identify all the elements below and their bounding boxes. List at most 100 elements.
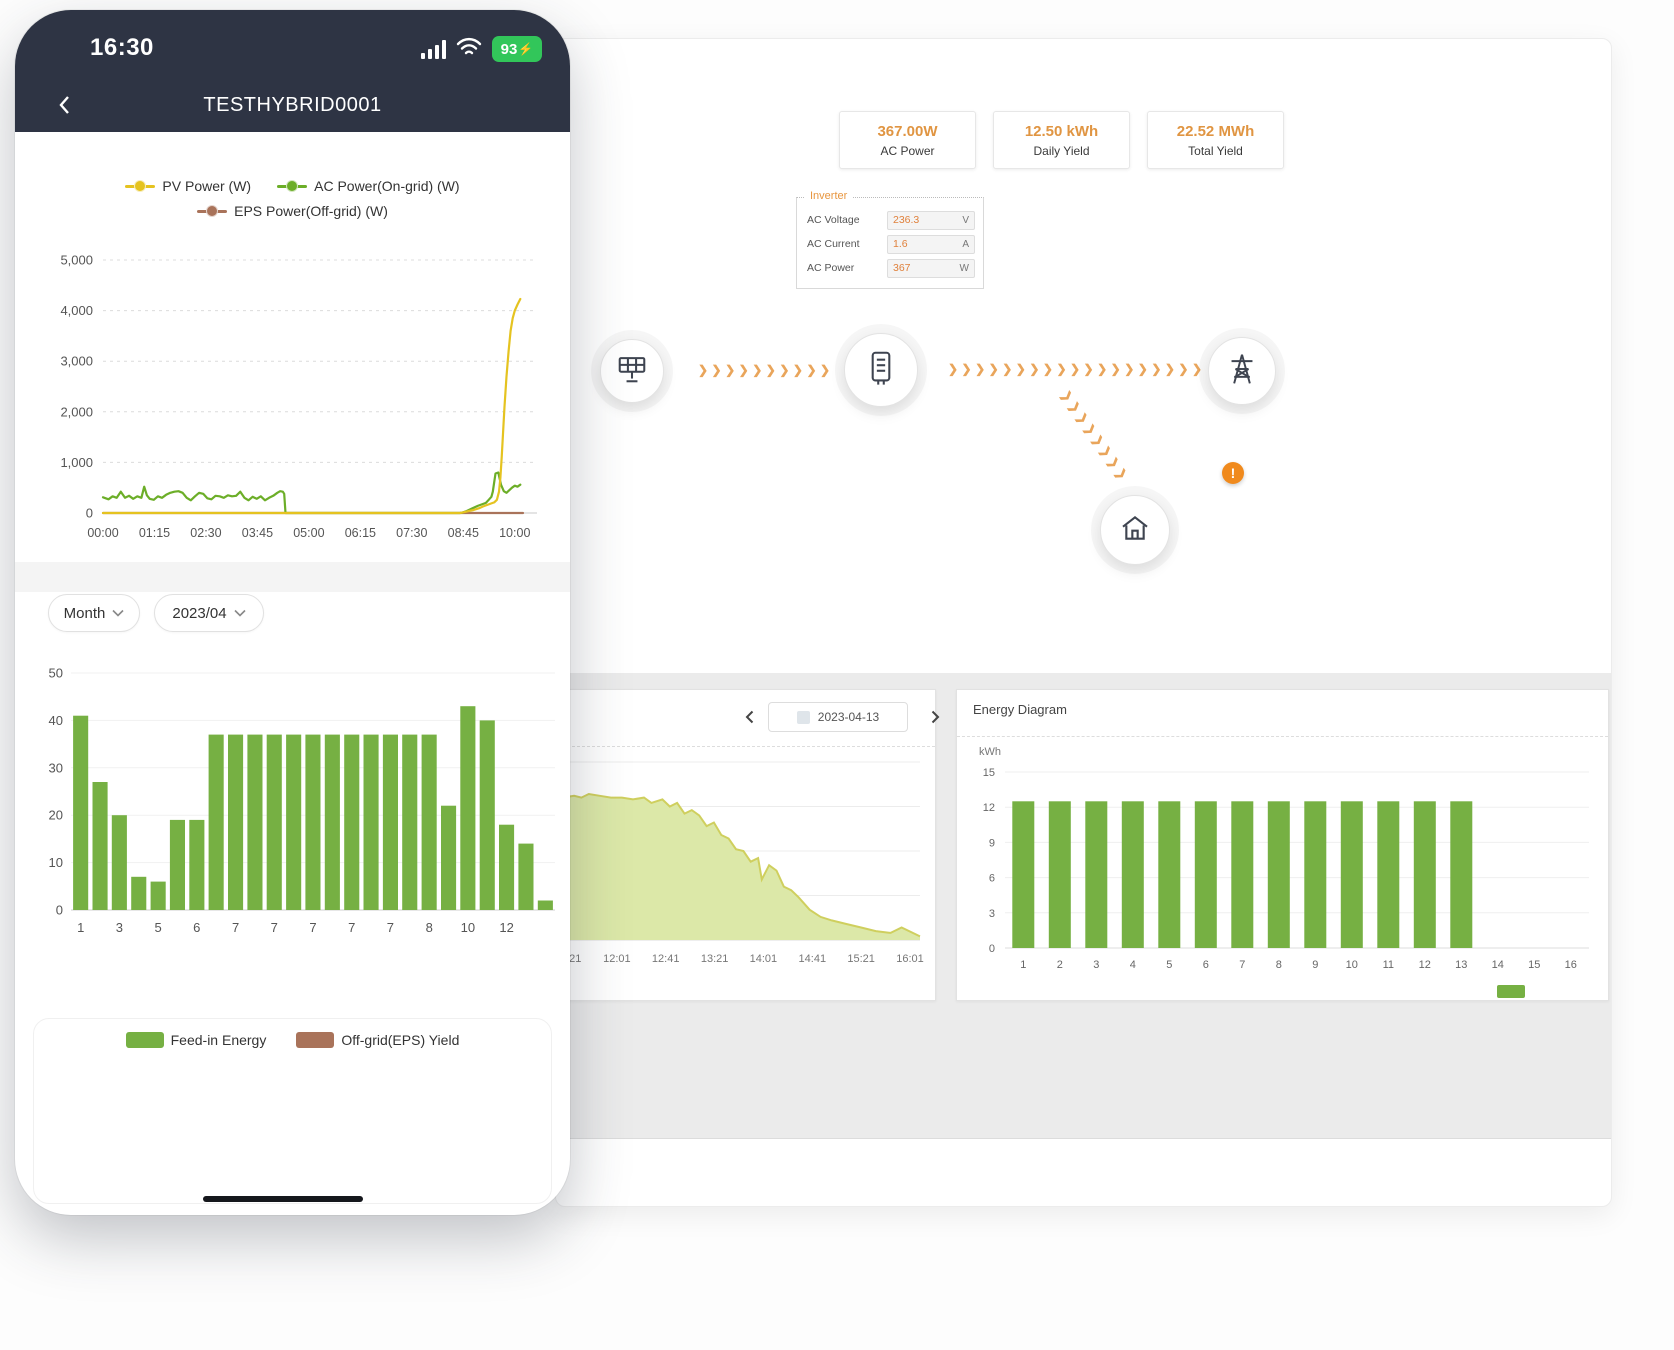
svg-text:15: 15 bbox=[1528, 959, 1540, 971]
legend-label: EPS Power(Off-grid) (W) bbox=[234, 203, 388, 219]
legend-label: AC Power(On-grid) (W) bbox=[314, 178, 460, 194]
inverter-panel: Inverter AC Voltage 236.3 V AC Current 1.… bbox=[796, 190, 984, 289]
solar-panel-icon bbox=[615, 354, 649, 389]
inverter-row: AC Current 1.6 A bbox=[807, 232, 975, 256]
inverter-row-label: AC Voltage bbox=[807, 214, 860, 226]
inverter-unit: W bbox=[959, 262, 969, 274]
inverter-value: 367 bbox=[893, 262, 911, 274]
charging-bolt-icon: ⚡ bbox=[518, 42, 534, 56]
svg-text:4: 4 bbox=[1130, 959, 1136, 971]
back-button[interactable] bbox=[49, 90, 79, 120]
svg-text:10: 10 bbox=[1346, 959, 1358, 971]
svg-text:6: 6 bbox=[989, 873, 995, 885]
svg-text:00:00: 00:00 bbox=[87, 526, 118, 540]
inverter-unit: V bbox=[962, 214, 969, 226]
legend-item[interactable]: PV Power (W) bbox=[125, 178, 251, 194]
home-indicator[interactable] bbox=[203, 1196, 363, 1202]
svg-text:5: 5 bbox=[154, 920, 161, 935]
date-input[interactable]: 2023-04-13 bbox=[768, 702, 908, 732]
svg-text:1: 1 bbox=[1020, 959, 1026, 971]
svg-text:14: 14 bbox=[1492, 959, 1504, 971]
svg-text:7: 7 bbox=[1239, 959, 1245, 971]
flow-arrow-inverter-to-home: ❯❯❯❯❯❯❯❯ bbox=[1058, 387, 1132, 485]
svg-text:10: 10 bbox=[49, 855, 63, 870]
svg-text:6: 6 bbox=[1203, 959, 1209, 971]
calendar-icon bbox=[796, 710, 810, 724]
legend-item[interactable]: Feed-in Energy bbox=[125, 1032, 267, 1048]
svg-text:16:01: 16:01 bbox=[896, 953, 924, 965]
chevron-down-icon bbox=[234, 608, 246, 620]
inverter-row: AC Voltage 236.3 V bbox=[807, 208, 975, 232]
legend-marker bbox=[277, 180, 308, 192]
wifi-icon bbox=[456, 37, 482, 62]
monthly-bar-chart[interactable]: 0 10 20 30 40 50 1 3 5 6 7 7 7 7 7 8 10 12 bbox=[25, 660, 565, 960]
svg-text:03:45: 03:45 bbox=[242, 526, 273, 540]
stat-card: 367.00W AC Power bbox=[839, 111, 976, 169]
svg-text:6: 6 bbox=[193, 920, 200, 935]
legend-marker bbox=[125, 180, 156, 192]
svg-text:10: 10 bbox=[461, 920, 475, 935]
flow-arrow-pv-to-inverter: ❯❯❯❯❯❯❯❯❯❯ bbox=[698, 363, 834, 377]
svg-text:8: 8 bbox=[1276, 959, 1282, 971]
grid-tower-icon bbox=[1226, 352, 1258, 391]
inverter-unit: A bbox=[962, 238, 969, 250]
svg-text:12: 12 bbox=[1419, 959, 1431, 971]
status-time: 16:30 bbox=[90, 34, 154, 61]
stat-cards: 367.00W AC Power 12.50 kWh Daily Yield 22.… bbox=[839, 111, 1439, 171]
legend-swatch bbox=[296, 1032, 335, 1048]
period-select-value: Month bbox=[63, 604, 106, 622]
home-node[interactable] bbox=[1100, 495, 1170, 565]
stat-card: 22.52 MWh Total Yield bbox=[1147, 111, 1284, 169]
legend-item[interactable]: AC Power(On-grid) (W) bbox=[277, 178, 460, 194]
desktop-dashboard-window: 367.00W AC Power 12.50 kWh Daily Yield 22.… bbox=[555, 38, 1612, 1207]
legend-marker bbox=[197, 205, 228, 217]
power-line-chart[interactable]: 0 1,000 2,000 3,000 4,000 5,000 00:00 01:15 02:3… bbox=[25, 248, 565, 554]
svg-text:9: 9 bbox=[989, 837, 995, 849]
inverter-value: 236.3 bbox=[893, 214, 920, 226]
svg-text:0: 0 bbox=[56, 903, 63, 918]
energy-diagram-title: Energy Diagram bbox=[973, 702, 1067, 717]
energy-legend-swatch bbox=[1497, 985, 1525, 998]
date-picker: 2023-04-13 bbox=[556, 700, 939, 736]
cellular-signal-icon bbox=[420, 39, 446, 59]
inverter-rows: AC Voltage 236.3 V AC Current 1.6 A AC Pow… bbox=[807, 208, 975, 280]
legend-item[interactable]: EPS Power(Off-grid) (W) bbox=[197, 203, 388, 219]
date-prev-button[interactable] bbox=[738, 706, 760, 728]
warning-icon[interactable]: ! bbox=[1222, 462, 1244, 484]
legend-item[interactable]: Off-grid(EPS) Yield bbox=[296, 1032, 459, 1048]
svg-text:7: 7 bbox=[309, 920, 316, 935]
period-select[interactable]: Month bbox=[48, 594, 140, 632]
svg-text:3: 3 bbox=[116, 920, 123, 935]
svg-text:3,000: 3,000 bbox=[60, 354, 93, 369]
svg-text:5,000: 5,000 bbox=[60, 253, 93, 268]
svg-text:7: 7 bbox=[232, 920, 239, 935]
svg-text:05:00: 05:00 bbox=[293, 526, 324, 540]
stat-label: Total Yield bbox=[1188, 143, 1243, 158]
legend-swatch bbox=[125, 1032, 164, 1048]
battery-icon: 93 ⚡ bbox=[492, 36, 542, 62]
svg-text:2: 2 bbox=[1057, 959, 1063, 971]
svg-text:5: 5 bbox=[1166, 959, 1172, 971]
stat-value: 22.52 MWh bbox=[1176, 122, 1255, 140]
svg-text:20: 20 bbox=[49, 808, 63, 823]
stat-label: AC Power bbox=[880, 143, 935, 158]
month-select[interactable]: 2023/04 bbox=[154, 594, 264, 632]
inverter-node[interactable] bbox=[844, 333, 918, 407]
svg-text:01:15: 01:15 bbox=[139, 526, 170, 540]
chevron-down-icon bbox=[112, 608, 124, 620]
svg-text:11: 11 bbox=[1383, 959, 1394, 971]
y-axis-unit-label: kWh bbox=[979, 746, 1001, 758]
date-next-button[interactable] bbox=[924, 706, 946, 728]
legend-label: Feed-in Energy bbox=[170, 1032, 267, 1048]
solar-panel-node[interactable] bbox=[600, 339, 664, 403]
date-value: 2023-04-13 bbox=[817, 710, 880, 724]
svg-text:9: 9 bbox=[1312, 959, 1318, 971]
inverter-value-box: 367 W bbox=[887, 258, 975, 278]
svg-text:3: 3 bbox=[1093, 959, 1099, 971]
grid-node[interactable] bbox=[1208, 337, 1276, 405]
svg-text:3: 3 bbox=[989, 908, 995, 920]
svg-text:40: 40 bbox=[49, 713, 63, 728]
